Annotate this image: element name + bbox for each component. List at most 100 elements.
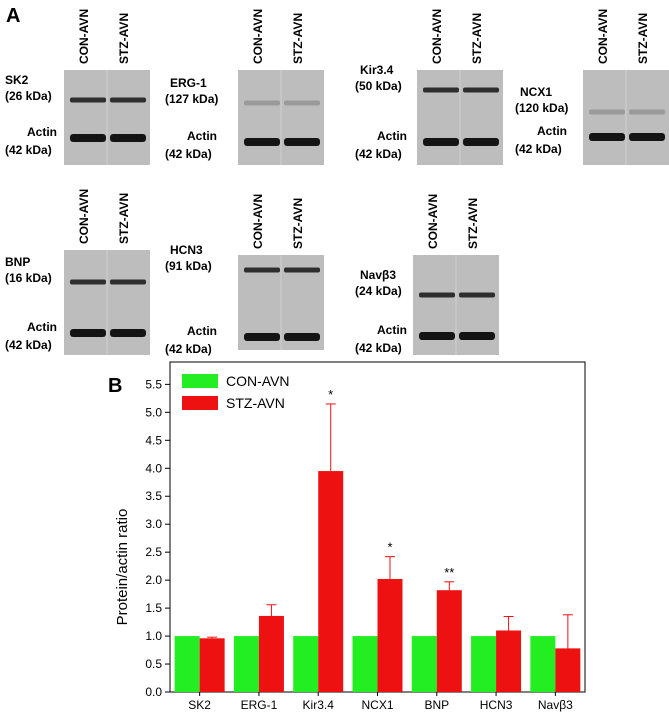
protein-label: Kir3.4	[360, 63, 394, 77]
actin-label: Actin	[537, 124, 567, 138]
protein-band	[244, 267, 280, 273]
protein-label: SK2	[5, 73, 29, 87]
actin-label: Actin	[27, 320, 57, 334]
protein-label: NCX1	[520, 85, 552, 99]
actin-size: (42 kDa)	[355, 147, 402, 161]
y-tick-label: 4.5	[145, 433, 162, 447]
protein-label: HCN3	[170, 243, 203, 257]
bar	[352, 636, 378, 692]
y-tick-label: 5.5	[145, 377, 162, 391]
protein-band	[70, 279, 106, 285]
y-tick-label: 5.0	[145, 405, 162, 419]
protein-band	[463, 87, 499, 93]
actin-band	[589, 133, 625, 141]
lane-label: CON-AVN	[426, 194, 440, 249]
lane-label: STZ-AVN	[291, 198, 305, 249]
lane-label: CON-AVN	[77, 189, 91, 244]
actin-band	[284, 333, 320, 341]
bar	[293, 636, 319, 692]
actin-band	[284, 138, 320, 146]
bar	[411, 636, 437, 692]
actin-size: (42 kDa)	[5, 143, 52, 157]
y-tick-label: 0.0	[145, 685, 162, 699]
protein-band	[70, 97, 106, 103]
y-tick-label: 2.5	[145, 545, 162, 559]
actin-size: (42 kDa)	[355, 341, 402, 355]
protein-band	[110, 279, 146, 285]
lane-label: STZ-AVN	[470, 13, 484, 64]
significance: **	[444, 565, 454, 580]
protein-size: (91 kDa)	[165, 259, 212, 273]
protein-band	[629, 109, 665, 115]
lane-label: CON-AVN	[251, 9, 265, 64]
actin-band	[244, 138, 280, 146]
x-tick-label: Navβ3	[538, 698, 573, 712]
actin-label: Actin	[377, 323, 407, 337]
panel-label: B	[108, 375, 122, 397]
x-tick-label: BNP	[424, 698, 449, 712]
protein-band	[419, 292, 455, 298]
lane-label: STZ-AVN	[636, 13, 650, 64]
significance: *	[328, 387, 333, 402]
bar	[471, 636, 497, 692]
lane-label: CON-AVN	[77, 9, 91, 64]
y-tick-label: 1.5	[145, 601, 162, 615]
protein-size: (127 kDa)	[165, 92, 218, 106]
protein-band	[589, 109, 625, 115]
x-tick-label: SK2	[188, 698, 211, 712]
lane-label: STZ-AVN	[117, 13, 131, 64]
lane-label: CON-AVN	[251, 194, 265, 249]
y-axis-label: Protein/actin ratio	[114, 509, 131, 626]
bar	[174, 636, 200, 692]
protein-band	[284, 267, 320, 273]
legend-swatch	[182, 396, 218, 410]
bar	[258, 615, 284, 692]
actin-label: Actin	[377, 129, 407, 143]
legend-label: STZ-AVN	[226, 395, 285, 411]
actin-band	[70, 329, 106, 337]
y-tick-label: 4.0	[145, 461, 162, 475]
y-tick-label: 3.0	[145, 517, 162, 531]
actin-size: (42 kDa)	[165, 342, 212, 356]
y-tick-label: 0.5	[145, 657, 162, 671]
y-tick-label: 2.0	[145, 573, 162, 587]
bar	[530, 636, 556, 692]
protein-label: ERG-1	[170, 76, 207, 90]
lane-label: CON-AVN	[430, 9, 444, 64]
y-tick-label: 3.5	[145, 489, 162, 503]
panel-label: A	[6, 5, 20, 27]
bar	[318, 471, 344, 692]
actin-label: Actin	[27, 125, 57, 139]
x-tick-label: NCX1	[361, 698, 393, 712]
protein-size: (24 kDa)	[355, 284, 402, 298]
lane-label: STZ-AVN	[291, 13, 305, 64]
actin-band	[463, 138, 499, 146]
actin-label: Actin	[187, 129, 217, 143]
protein-label: Navβ3	[360, 268, 396, 282]
actin-size: (42 kDa)	[5, 338, 52, 352]
actin-band	[70, 134, 106, 142]
protein-band	[459, 292, 495, 298]
actin-band	[423, 138, 459, 146]
legend-swatch	[182, 374, 218, 388]
protein-band	[423, 87, 459, 93]
protein-band	[110, 97, 146, 103]
bar	[233, 636, 259, 692]
x-tick-label: Kir3.4	[303, 698, 335, 712]
actin-band	[629, 133, 665, 141]
lane-label: STZ-AVN	[466, 198, 480, 249]
protein-size: (16 kDa)	[5, 271, 52, 285]
x-tick-label: HCN3	[480, 698, 513, 712]
actin-size: (42 kDa)	[515, 142, 562, 156]
lane-label: STZ-AVN	[117, 193, 131, 244]
x-tick-label: ERG-1	[241, 698, 278, 712]
protein-size: (26 kDa)	[5, 89, 52, 103]
significance: *	[387, 540, 392, 555]
actin-label: Actin	[187, 324, 217, 338]
protein-size: (120 kDa)	[515, 101, 568, 115]
protein-band	[244, 100, 280, 106]
actin-band	[110, 134, 146, 142]
protein-label: BNP	[5, 255, 30, 269]
bar	[436, 590, 462, 692]
